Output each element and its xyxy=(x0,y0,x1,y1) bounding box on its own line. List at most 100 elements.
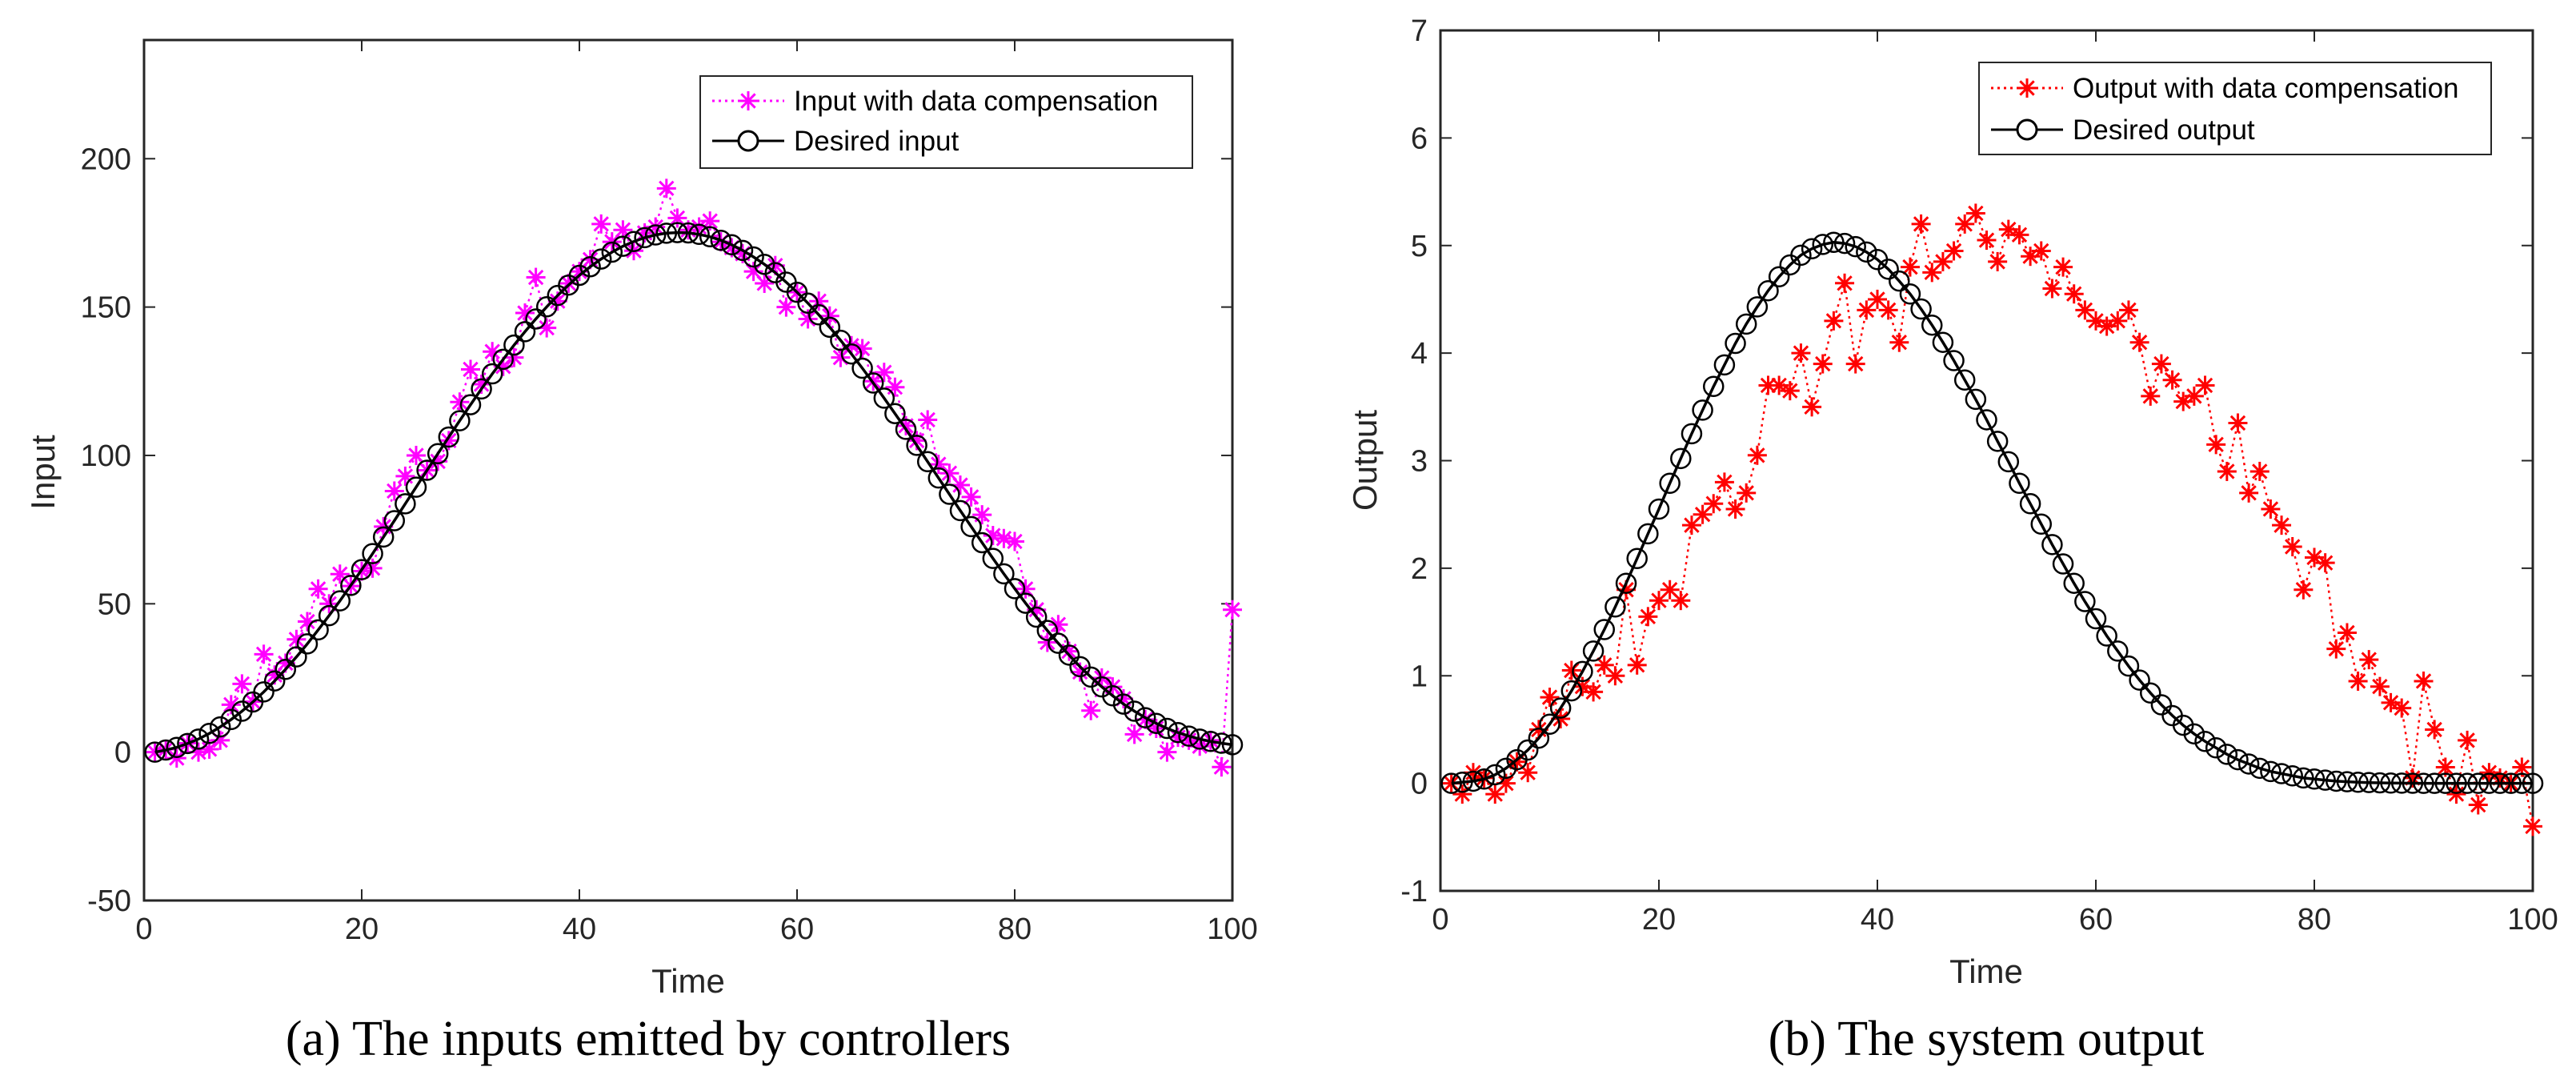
data-point-compensated xyxy=(2272,515,2292,535)
data-point-desired xyxy=(1484,764,1506,786)
data-point-desired xyxy=(2347,772,2369,793)
data-point-compensated xyxy=(885,377,905,397)
x-tick-label: 20 xyxy=(1642,903,1676,937)
data-point-desired xyxy=(220,708,242,731)
x-tick-label: 100 xyxy=(1207,913,1257,946)
data-point-compensated xyxy=(1802,397,1822,417)
data-point-compensated xyxy=(972,505,992,525)
data-point-desired xyxy=(2478,772,2500,794)
data-point-desired xyxy=(154,739,177,761)
data-point-desired xyxy=(187,728,210,750)
data-point-compensated xyxy=(254,644,274,664)
legend-star-glyph xyxy=(739,91,758,110)
legend-label-compensated-b: Output with data compensation xyxy=(2073,73,2459,104)
data-point-compensated xyxy=(1704,494,1724,514)
x-tick-label: 20 xyxy=(345,913,379,946)
x-tick-label: 0 xyxy=(1432,903,1448,937)
data-point-desired xyxy=(177,732,198,755)
data-point-compensated xyxy=(2239,483,2259,503)
data-point-compensated xyxy=(1813,354,1833,374)
data-point-compensated xyxy=(1845,354,1865,374)
data-point-desired xyxy=(1648,498,1670,520)
data-point-desired xyxy=(2009,472,2030,494)
data-point-desired xyxy=(253,681,274,703)
data-point-desired xyxy=(1921,314,1943,336)
data-point-desired xyxy=(1735,313,1757,335)
data-point-desired xyxy=(1801,238,1823,260)
series-line-desired xyxy=(1451,240,2533,785)
y-tick-label: 150 xyxy=(81,291,131,325)
data-point-desired xyxy=(2052,553,2074,575)
data-point-compensated xyxy=(2348,671,2368,691)
data-point-desired xyxy=(819,316,841,339)
data-point-desired xyxy=(1997,451,2020,473)
data-point-desired xyxy=(1004,578,1026,600)
data-point-desired xyxy=(1452,772,1473,793)
data-point-desired xyxy=(2063,572,2085,594)
data-point-desired xyxy=(1856,241,1877,263)
data-point-compensated xyxy=(2261,499,2281,519)
data-point-desired xyxy=(677,222,699,244)
data-point-compensated xyxy=(2141,386,2161,406)
data-point-desired xyxy=(2413,772,2434,794)
data-point-desired xyxy=(2030,513,2052,535)
data-point-desired xyxy=(1058,644,1080,666)
data-point-compensated xyxy=(1081,700,1101,720)
data-point-desired xyxy=(655,223,678,244)
caption-a: (a) The inputs emitted by controllers xyxy=(286,1012,1011,1066)
data-point-compensated xyxy=(700,211,720,231)
data-point-desired xyxy=(1462,770,1484,792)
data-point-compensated xyxy=(1988,251,2008,271)
data-point-desired xyxy=(916,451,939,472)
data-point-desired xyxy=(644,224,667,246)
data-point-desired xyxy=(1757,279,1779,302)
data-point-compensated xyxy=(1737,483,1757,503)
data-point-desired xyxy=(579,255,601,278)
legend-star-glyph xyxy=(2017,78,2037,98)
data-point-compensated xyxy=(286,629,306,649)
data-point-desired xyxy=(525,308,547,330)
data-point-desired xyxy=(2041,534,2063,556)
x-tick-label: 0 xyxy=(135,913,152,946)
data-point-desired xyxy=(2434,772,2457,794)
data-point-desired xyxy=(1910,298,1932,320)
data-point-desired xyxy=(1593,619,1615,640)
y-tick-label: 0 xyxy=(1411,768,1428,801)
data-point-desired xyxy=(862,372,884,394)
data-point-compensated xyxy=(918,410,938,430)
data-point-compensated xyxy=(1791,343,1811,363)
legend-star-marker-b xyxy=(2017,78,2037,98)
data-point-compensated xyxy=(2031,241,2051,261)
data-point-desired xyxy=(1692,399,1713,421)
data-point-desired xyxy=(372,526,395,548)
data-point-desired xyxy=(1713,354,1736,376)
data-point-desired xyxy=(1670,447,1692,470)
data-point-desired xyxy=(601,241,623,263)
data-point-desired xyxy=(927,467,950,489)
data-point-desired xyxy=(906,435,927,456)
data-point-desired xyxy=(1539,713,1560,735)
data-point-desired xyxy=(2249,757,2270,780)
y-axis-label-b: Output xyxy=(1346,410,1384,511)
series-layer-a xyxy=(144,178,1244,777)
data-point-compensated xyxy=(2282,537,2302,556)
data-point-compensated xyxy=(1824,311,1844,331)
data-point-desired xyxy=(1604,596,1626,618)
data-point-desired xyxy=(623,231,645,252)
data-point-desired xyxy=(481,363,503,385)
data-point-compensated xyxy=(2118,300,2138,320)
data-point-desired xyxy=(1812,234,1833,255)
data-point-desired xyxy=(1932,331,1954,353)
data-point-compensated xyxy=(1551,709,1571,728)
data-point-desired xyxy=(2216,744,2238,765)
legend-box-b xyxy=(1978,62,2492,155)
data-point-compensated xyxy=(2228,413,2248,433)
data-point-desired xyxy=(514,321,536,343)
data-point-compensated xyxy=(1878,300,1898,320)
data-point-desired xyxy=(1572,660,1593,683)
data-point-desired xyxy=(2303,768,2326,790)
data-point-compensated xyxy=(2217,461,2237,481)
